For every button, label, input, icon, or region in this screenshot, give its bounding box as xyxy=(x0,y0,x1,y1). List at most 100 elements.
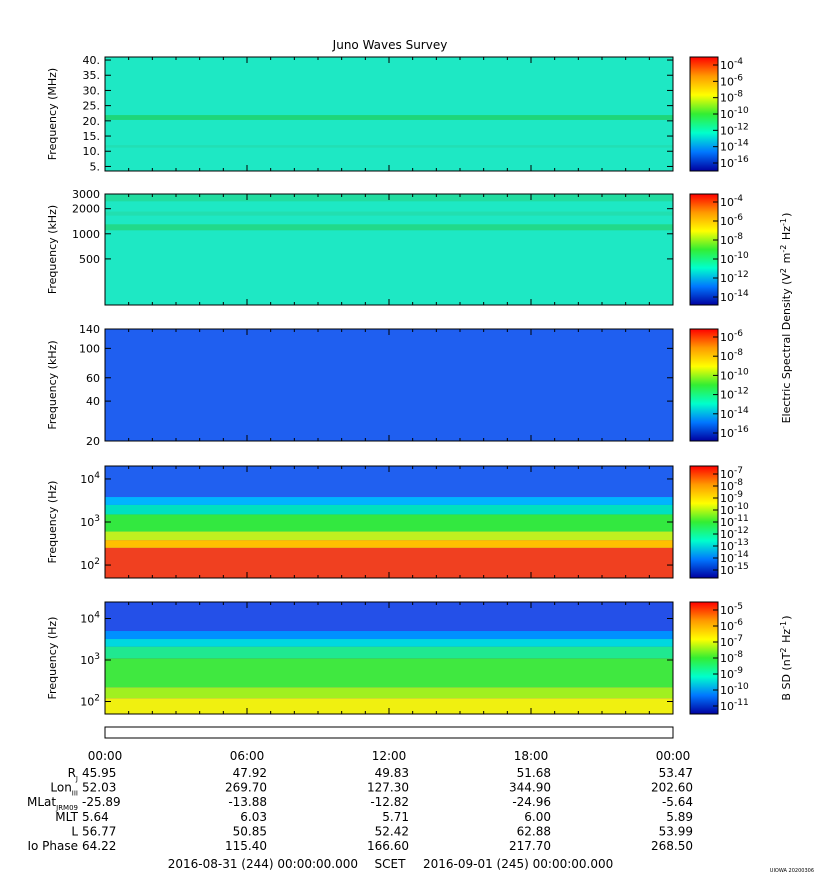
time-label: 00:00 xyxy=(656,749,691,763)
y-tick-label: 20 xyxy=(86,435,100,448)
ephemeris-value: 5.89 xyxy=(666,810,693,824)
time-axis-strip xyxy=(104,726,674,739)
ephemeris-value: 115.40 xyxy=(225,839,267,853)
spectrogram-band xyxy=(105,540,673,548)
colorbar-tick-label: 10-12 xyxy=(720,526,749,541)
spectrogram-field xyxy=(105,57,673,171)
y-tick-label: 25. xyxy=(83,100,101,113)
colorbar-tick-label: 10-9 xyxy=(720,490,743,505)
colorbar-tick-label: 10-14 xyxy=(720,139,749,154)
ephemeris-value: -12.82 xyxy=(370,795,409,809)
y-axis-label: Frequency (kHz) xyxy=(46,205,59,294)
spectrogram-band xyxy=(105,145,673,148)
time-label: 06:00 xyxy=(230,749,265,763)
spectrogram-field xyxy=(105,194,673,305)
ephemeris-value: -24.96 xyxy=(512,795,551,809)
spectrogram-band xyxy=(105,531,673,541)
footer-end-date: 2016-09-01 (245) 00:00:00.000 xyxy=(423,857,613,871)
ephemeris-value: 344.90 xyxy=(509,781,551,795)
y-tick-label: 140 xyxy=(79,323,100,336)
colorbar-tick-label: 10-16 xyxy=(720,425,749,440)
colorbar-tick-label: 10-12 xyxy=(720,387,749,402)
spectrogram-band xyxy=(105,224,673,231)
colorbar xyxy=(689,193,719,306)
ephemeris-value: -5.64 xyxy=(662,795,693,809)
ephemeris-row-label: Io Phase xyxy=(27,839,78,853)
colorbar-label: B SD (nT2 Hz-1 ) xyxy=(779,615,793,700)
ephemeris-value: 202.60 xyxy=(651,781,693,795)
colorbar-tick-label: 10-8 xyxy=(720,348,743,363)
colorbar-tick-label: 10-6 xyxy=(720,618,743,633)
y-tick-label: 5. xyxy=(90,160,101,173)
colorbar-tick-label: 10-10 xyxy=(720,367,749,382)
colorbar-tick-label: 10-15 xyxy=(720,562,749,577)
ephemeris-value: -13.88 xyxy=(228,795,267,809)
watermark-label: UIOWA 20200306 xyxy=(770,868,814,874)
y-tick-label: 15. xyxy=(83,130,101,143)
ephemeris-value: 52.03 xyxy=(82,781,116,795)
colorbar-tick-label: 10-10 xyxy=(720,106,749,121)
ephemeris-value: 49.83 xyxy=(375,766,409,780)
ephemeris-value: 127.30 xyxy=(367,781,409,795)
colorbar-tick-label: 10-12 xyxy=(720,122,749,137)
spectrogram-band xyxy=(105,514,673,532)
y-tick-label: 103 xyxy=(80,652,100,667)
y-tick-label: 500 xyxy=(79,253,100,266)
y-tick-label: 104 xyxy=(80,611,100,626)
footer-scet-label: SCET xyxy=(375,857,407,871)
colorbar-tick-label: 10-8 xyxy=(720,232,743,247)
y-tick-label: 30. xyxy=(83,84,101,97)
time-axis-frame xyxy=(104,726,674,739)
spectrogram-band xyxy=(105,504,673,515)
ephemeris-row-label: MLatJRM09 xyxy=(27,795,78,812)
y-tick-label: 102 xyxy=(80,694,100,709)
colorbar-tick-label: 10-14 xyxy=(720,406,749,421)
colorbar-tick-label: 10-13 xyxy=(720,538,749,553)
colorbar-tick-label: 10-10 xyxy=(720,251,749,266)
spectrogram-band xyxy=(105,115,673,120)
ephemeris-value: 45.95 xyxy=(82,766,116,780)
panel-2: 3000 2000 1000 500 Frequency (kHz) 10-4 10-6 10… xyxy=(46,188,749,306)
y-tick-label: 102 xyxy=(80,557,100,572)
colorbar-tick-label: 10-14 xyxy=(720,550,749,565)
time-label: 12:00 xyxy=(372,749,407,763)
y-axis-label: Frequency (Hz) xyxy=(46,481,59,564)
panel-4: 104 103 102 Frequency (Hz) 10-710-810-910-10… xyxy=(46,465,749,579)
ephemeris-value: 53.99 xyxy=(659,824,693,838)
colorbar-tick-label: 10-4 xyxy=(720,57,743,72)
ephemeris-row-label: MLT xyxy=(55,810,78,824)
figure-title: Juno Waves Survey xyxy=(332,38,448,52)
ephemeris-value: 166.60 xyxy=(367,839,409,853)
colorbar-label: Electric Spectral Density (V2 m-2 Hz-1 ) xyxy=(779,213,793,424)
y-tick-label: 2000 xyxy=(72,203,100,216)
ephemeris-table: 00:00 06:00 12:00 18:00 00:00 RJ 45.95 47.92 49.… xyxy=(27,749,693,853)
y-tick-label: 3000 xyxy=(72,188,100,201)
ephemeris-value: 50.85 xyxy=(233,824,267,838)
spectrogram-band xyxy=(105,646,673,659)
ephemeris-value: 268.50 xyxy=(651,839,693,853)
ephemeris-value: -25.89 xyxy=(82,795,121,809)
spectrogram-band xyxy=(105,639,673,647)
colorbar-tick-label: 10-7 xyxy=(720,466,743,481)
ephemeris-value: 64.22 xyxy=(82,839,116,853)
spectrogram-band xyxy=(105,497,673,505)
ephemeris-value: 6.00 xyxy=(524,810,551,824)
colorbar-tick-label: 10-10 xyxy=(720,682,749,697)
colorbar-tick-label: 10-6 xyxy=(720,213,743,228)
y-axis-label: Frequency (kHz) xyxy=(46,340,59,429)
ephemeris-row-label: LonIII xyxy=(50,781,78,798)
spectrogram-field xyxy=(105,329,673,441)
spectrogram-band xyxy=(105,658,673,688)
y-tick-label: 104 xyxy=(80,471,100,486)
ephemeris-value: 47.92 xyxy=(233,766,267,780)
ephemeris-value: 217.70 xyxy=(509,839,551,853)
colorbar-tick-label: 10-11 xyxy=(720,514,749,529)
panel-1: 40. 35. 30. 25. 20. 15. 10. 5. Frequency (MHz) 10… xyxy=(46,54,749,173)
colorbar-tick-label: 10-16 xyxy=(720,155,749,170)
ephemeris-row-label: L xyxy=(71,824,78,838)
colorbar-tick-label: 10-8 xyxy=(720,650,743,665)
ephemeris-row-label: RJ xyxy=(68,766,78,783)
ephemeris-value: 269.70 xyxy=(225,781,267,795)
colorbar-tick-label: 10-6 xyxy=(720,73,743,88)
ephemeris-value: 5.64 xyxy=(82,810,109,824)
